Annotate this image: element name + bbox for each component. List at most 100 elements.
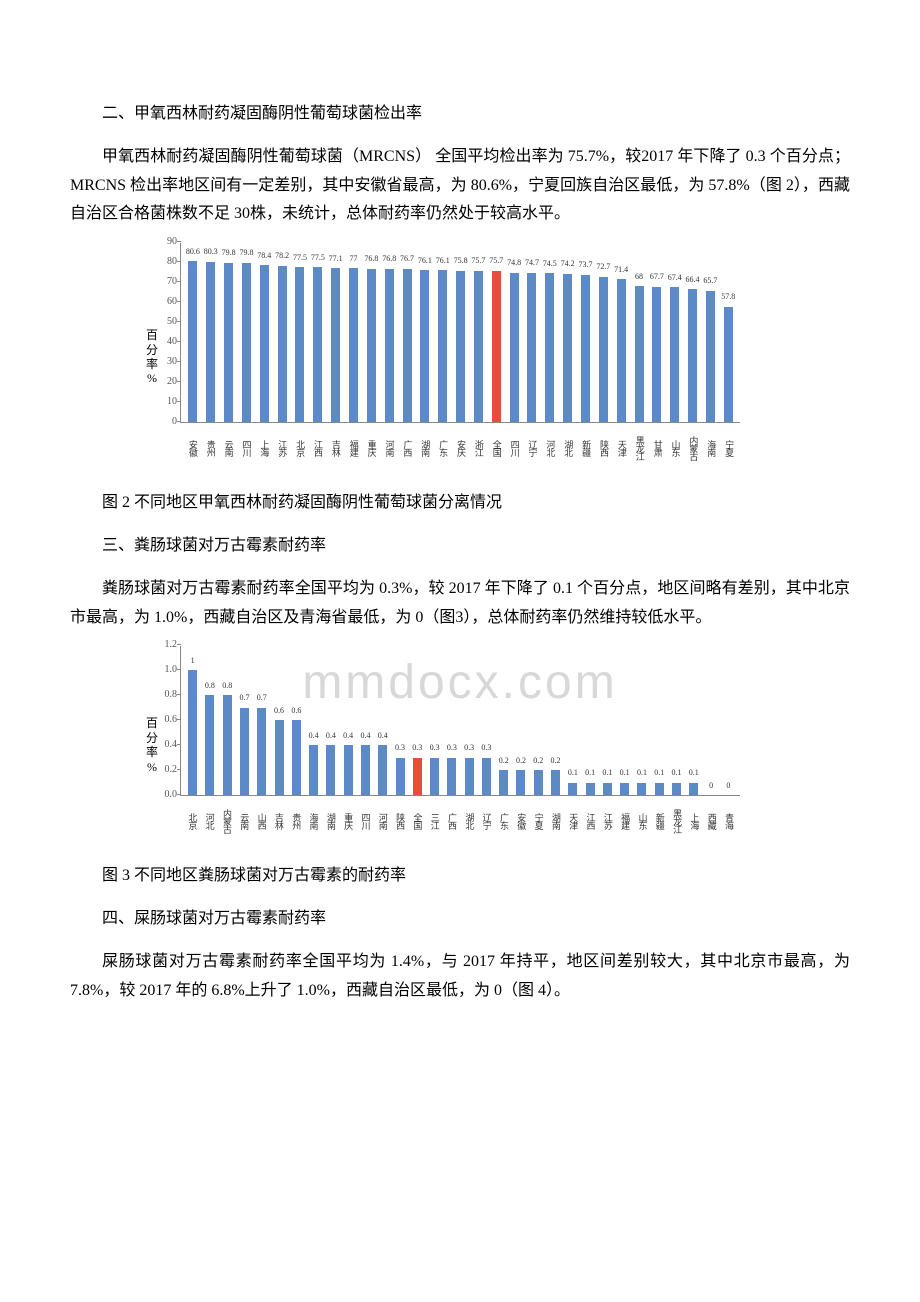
x-label: 山西 [252,798,269,844]
bar-column: 0.3 [409,758,426,796]
bar [563,274,572,422]
bar [688,289,697,422]
x-label: 湖北 [558,425,576,471]
bar-column: 0.2 [495,770,512,795]
x-label: 福建 [344,425,362,471]
bar [527,273,536,422]
x-label: 安庆 [451,425,469,471]
bar [635,286,644,422]
bar [349,268,358,422]
bar-column: 74.8 [505,273,523,423]
bars-row: 10.80.80.70.70.60.60.40.40.40.40.40.30.3… [181,646,740,795]
x-label: 陕西 [594,425,612,471]
x-labels-row: 安徽贵州云南四川上海江苏北京江西吉林福建重庆河南广西湖南广东安庆浙江全国四川辽宁… [180,423,740,471]
section2-para: 甲氧西林耐药凝固酶阴性葡萄球菌（MRCNS） 全国平均检出率为 75.7%，较2… [70,143,850,229]
bar-column: 0.1 [651,783,668,796]
y-tick: 0.2 [151,761,177,779]
bar-column: 73.7 [577,275,595,422]
chart3-caption: 图 3 不同地区粪肠球菌对万古霉素的耐药率 [70,862,850,891]
bar [438,270,447,422]
bar-column: 79.8 [220,263,238,423]
bar [403,269,412,422]
bar-column: 0.3 [391,758,408,796]
bar-column: 66.4 [684,289,702,422]
bar-column: 78.2 [273,266,291,422]
x-label: 重庆 [362,425,380,471]
bar [474,271,483,422]
y-tick: 40 [151,333,177,351]
bar-column: 76.7 [398,269,416,422]
x-label: 湖南 [547,798,564,844]
x-label: 江苏 [599,798,616,844]
y-tick: 0.8 [151,686,177,704]
x-label: 黑龙江 [668,798,685,844]
bar-column: 0.4 [305,745,322,795]
bar [430,758,439,796]
bar-column: 77.1 [327,268,345,422]
x-label: 辽宁 [523,425,541,471]
bar [534,770,543,795]
x-labels-row: 北京河北内蒙古云南山西吉林贵州海南湖南重庆四川河南陕西全国三江广西湖北辽宁广东安… [180,796,740,844]
bar-column: 0.7 [236,708,253,796]
x-label: 湖南 [415,425,433,471]
x-label: 新疆 [650,798,667,844]
bar-column: 76.1 [434,270,452,422]
bar [326,745,335,795]
x-label: 山东 [666,425,684,471]
bar-column: 80.3 [202,262,220,423]
bar [617,279,626,422]
bar-column: 77.5 [291,267,309,422]
bar [295,267,304,422]
x-label: 湖北 [460,798,477,844]
bar-column: 68 [630,286,648,422]
y-tick: 60 [151,293,177,311]
x-label: 全国 [408,798,425,844]
bar-column: 0.4 [357,745,374,795]
page-content: 二、甲氧西林耐药凝固酶阴性葡萄球菌检出率 甲氧西林耐药凝固酶阴性葡萄球菌（MRC… [70,100,850,1006]
value-label: 1 [173,654,213,668]
bar-column: 0.3 [426,758,443,796]
x-label: 江西 [581,798,598,844]
bar-column: 0.1 [581,783,598,796]
bar [188,261,197,422]
x-label: 河北 [200,798,217,844]
bar-column: 0.6 [270,720,287,795]
bar-column: 72.7 [594,277,612,422]
x-label: 安徽 [512,798,529,844]
bar [620,783,629,796]
x-label: 浙江 [469,425,487,471]
bar-column: 76.8 [380,269,398,423]
x-label: 吉林 [270,798,287,844]
x-label: 全国 [487,425,505,471]
x-label: 天津 [564,798,581,844]
bar [242,263,251,423]
bar [586,783,595,796]
bar-column: 77 [345,268,363,422]
bar [456,271,465,423]
x-label: 上海 [685,798,702,844]
x-label: 四川 [237,425,255,471]
bar [206,262,215,423]
bar [672,783,681,796]
x-label: 北京 [290,425,308,471]
bar [240,708,249,796]
bar [545,273,554,422]
bar [465,758,474,796]
bar-column: 0.1 [599,783,616,796]
bar-column: 78.4 [255,265,273,422]
x-label: 贵州 [287,798,304,844]
bar [637,783,646,796]
bar [510,273,519,423]
bar [223,695,232,795]
section3-heading: 三、粪肠球菌对万古霉素耐药率 [70,532,850,561]
x-label: 宁夏 [529,798,546,844]
y-tick: 0.4 [151,736,177,754]
bar-column: 75.8 [452,271,470,423]
x-label: 四川 [505,425,523,471]
bar-column: 0.1 [616,783,633,796]
bar [257,708,266,796]
x-label: 宁夏 [719,425,737,471]
y-tick: 0.6 [151,711,177,729]
bar [313,267,322,422]
bar [581,275,590,422]
